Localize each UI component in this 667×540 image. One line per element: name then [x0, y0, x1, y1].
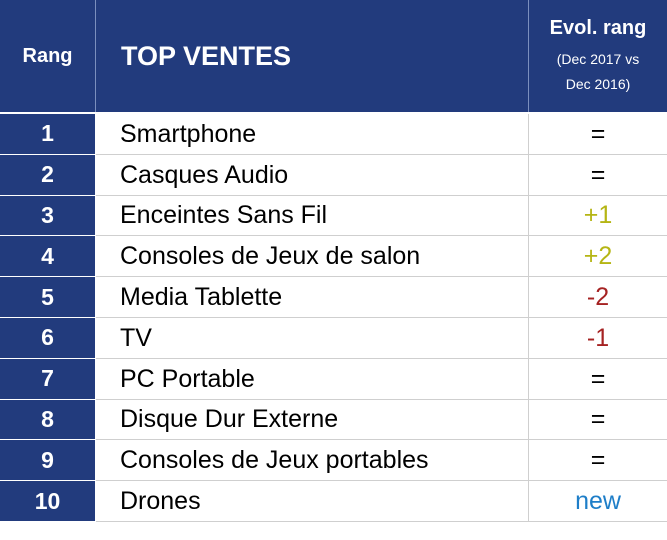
product-name: Media Tablette — [120, 283, 283, 312]
header-title: TOP VENTES — [121, 40, 292, 71]
table-row: 2 Casques Audio = — [0, 154, 667, 196]
column-divider — [528, 236, 529, 278]
rank-cell: 10 — [0, 481, 95, 521]
rank-evolution: new — [575, 487, 621, 516]
table-row: 1 Smartphone = — [0, 114, 667, 155]
column-divider — [528, 399, 529, 441]
rank-evolution: = — [590, 119, 606, 148]
column-divider — [528, 440, 529, 482]
rank-cell: 5 — [0, 277, 95, 317]
rank-evolution: = — [590, 364, 606, 393]
product-name: Casques Audio — [120, 160, 289, 189]
header-divider — [528, 0, 529, 112]
product-name: Smartphone — [120, 119, 257, 148]
column-divider — [528, 481, 529, 522]
rank-cell: 8 — [0, 399, 95, 440]
product-name: Drones — [120, 487, 201, 516]
rank-evolution: +2 — [583, 242, 613, 271]
row-divider — [96, 439, 667, 441]
rank-evolution: = — [590, 405, 606, 434]
row-divider — [96, 480, 667, 482]
rank-evolution: +1 — [583, 201, 613, 230]
rank-cell: 1 — [0, 114, 95, 154]
rank-cell: 2 — [0, 154, 95, 195]
rank-cell: 9 — [0, 440, 95, 481]
rank-cell: 3 — [0, 195, 95, 236]
table-row: 8 Disque Dur Externe = — [0, 399, 667, 441]
rank-cell: 6 — [0, 317, 95, 358]
header-divider — [95, 0, 96, 112]
table-row: 6 TV -1 — [0, 317, 667, 359]
row-divider — [96, 520, 667, 522]
table-row: 7 PC Portable = — [0, 358, 667, 400]
table-header: Rang TOP VENTES Evol. rang (Dec 2017 vs … — [0, 0, 667, 112]
column-divider — [528, 154, 529, 196]
header-evol-title: Evol. rang — [549, 17, 647, 39]
table-row: 5 Media Tablette -2 — [0, 277, 667, 318]
product-name: Disque Dur Externe — [120, 405, 339, 434]
rank-evolution: -1 — [586, 323, 610, 352]
row-divider — [96, 357, 667, 359]
table-row: 10 Drones new — [0, 481, 667, 522]
table-body: 1 Smartphone = 2 Casques Audio = 3 Enceintes Sa… — [0, 114, 667, 522]
product-name: TV — [120, 323, 152, 352]
column-divider — [528, 277, 529, 318]
rank-evolution: -2 — [586, 283, 610, 312]
rank-cell: 7 — [0, 358, 95, 399]
rank-cell: 4 — [0, 236, 95, 277]
rank-evolution: = — [590, 160, 606, 189]
product-name: Enceintes Sans Fil — [120, 201, 328, 230]
product-name: Consoles de Jeux portables — [120, 446, 429, 475]
header-evol-sub1: (Dec 2017 vs — [556, 51, 640, 67]
header-evol-sub2: Dec 2016) — [565, 76, 631, 92]
row-divider — [96, 235, 667, 237]
column-divider — [528, 358, 529, 400]
column-divider — [528, 195, 529, 237]
row-divider — [96, 194, 667, 196]
product-name: Consoles de Jeux de salon — [120, 242, 421, 271]
table-row: 9 Consoles de Jeux portables = — [0, 440, 667, 482]
header-rang: Rang — [22, 44, 73, 67]
header-evol: Evol. rang (Dec 2017 vs Dec 2016) — [529, 0, 667, 112]
row-divider — [96, 316, 667, 318]
row-divider — [96, 398, 667, 400]
row-divider — [96, 276, 667, 278]
product-name: PC Portable — [120, 364, 255, 393]
row-divider — [96, 153, 667, 155]
table-row: 4 Consoles de Jeux de salon +2 — [0, 236, 667, 278]
table-row: 3 Enceintes Sans Fil +1 — [0, 195, 667, 237]
column-divider — [528, 317, 529, 359]
column-divider — [528, 114, 529, 155]
rank-evolution: = — [590, 446, 606, 475]
